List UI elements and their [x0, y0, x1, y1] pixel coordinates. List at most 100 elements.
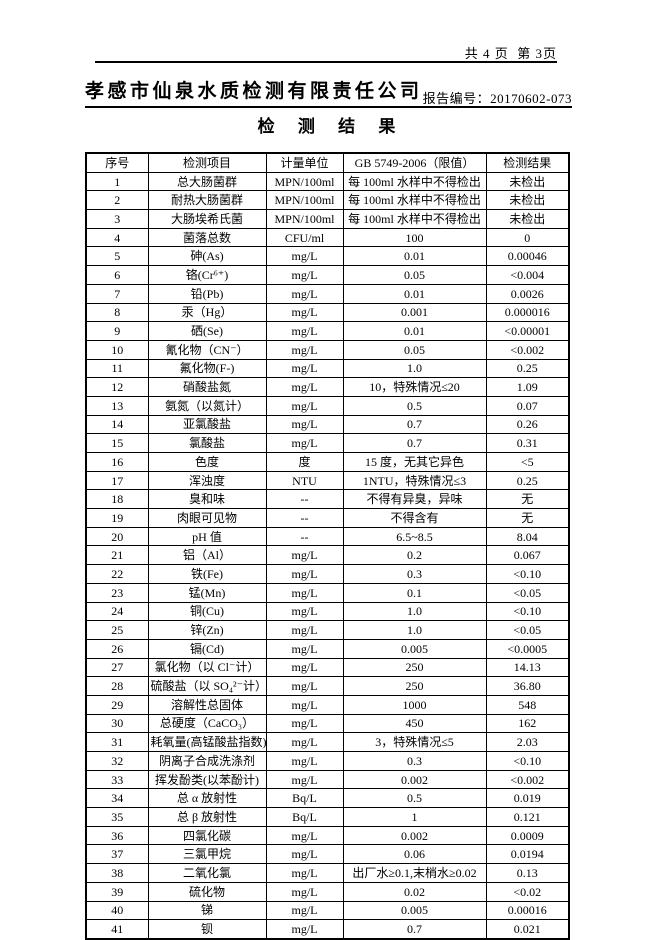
- cell-item: 色度: [147, 452, 267, 472]
- cell-unit: mg/L: [265, 844, 344, 865]
- cell-unit: MPN/100ml: [265, 209, 344, 229]
- cell-no: 13: [85, 395, 149, 416]
- cell-no: 15: [85, 433, 149, 453]
- cell-limit: 0.05: [342, 339, 487, 360]
- table-row: 3 大肠埃希氏菌 MPN/100ml 每 100ml 水样中不得检出 未检出: [85, 209, 570, 229]
- table-row: 31 耗氧量(高锰酸盐指数) mg/L 3，特殊情况≤5 2.03: [85, 732, 570, 752]
- cell-result: 1.09: [485, 377, 570, 397]
- cell-item: 总硬度（CaCO₃）: [147, 713, 267, 734]
- cell-unit: mg/L: [265, 246, 344, 267]
- cell-unit: MPN/100ml: [265, 171, 344, 192]
- table-row: 11 氟化物(F-) mg/L 1.0 0.25: [85, 358, 570, 379]
- cell-limit: 0.7: [342, 433, 487, 453]
- cell-unit: mg/L: [265, 732, 344, 752]
- cell-unit: mg/L: [265, 769, 344, 790]
- cell-item: 大肠埃希氏菌: [147, 209, 267, 229]
- table-row: 9 硒(Se) mg/L 0.01 <0.00001: [85, 321, 570, 341]
- cell-result: <0.02: [485, 881, 570, 902]
- cell-item: 氯酸盐: [147, 433, 267, 453]
- table-row: 41 钡 mg/L 0.7 0.021: [85, 919, 570, 940]
- cell-no: 37: [85, 844, 149, 865]
- cell-unit: mg/L: [265, 694, 344, 715]
- cell-result: 0.25: [485, 358, 570, 379]
- cell-unit: mg/L: [265, 321, 344, 341]
- cell-result: 548: [485, 694, 570, 715]
- table-row: 18 臭和味 -- 不得有异臭，异味无: [85, 489, 570, 510]
- table-row: 23 锰(Mn) mg/L 0.1 <0.05: [85, 582, 570, 603]
- table-row: 12 硝酸盐氮 mg/L 10，特殊情况≤20 1.09: [85, 377, 570, 397]
- table-row: 32 阴离子合成洗涤剂 mg/L 0.3 <0.10: [85, 751, 570, 771]
- cell-limit: 0.3: [342, 564, 487, 584]
- cell-no: 4: [85, 227, 149, 248]
- table-row: 35 总 β 放射性 Bq/L 1 0.121: [85, 807, 570, 827]
- cell-limit: 0.3: [342, 751, 487, 771]
- cell-item: 总 β 放射性: [147, 807, 267, 827]
- cell-limit: 不得有异臭，异味: [342, 489, 487, 510]
- table-row: 19 肉眼可见物 -- 不得含有无: [85, 508, 570, 528]
- cell-no: 11: [85, 358, 149, 379]
- cell-result: 0.0026: [485, 283, 570, 304]
- cell-unit: mg/L: [265, 657, 344, 678]
- cell-no: 12: [85, 377, 149, 397]
- cell-limit: 0.01: [342, 321, 487, 341]
- cell-result: 无: [485, 508, 570, 528]
- table-row: 24 铜(Cu) mg/L 1.0 <0.10: [85, 601, 570, 622]
- cell-no: 16: [85, 452, 149, 472]
- cell-unit: mg/L: [265, 302, 344, 323]
- table-row: 6 铬(Cr⁶⁺) mg/L 0.05 <0.004: [85, 265, 570, 285]
- cell-item: 耗氧量(高锰酸盐指数): [147, 732, 267, 752]
- cell-unit: mg/L: [265, 395, 344, 416]
- cell-result: 0.021: [485, 919, 570, 940]
- cell-limit: 不得含有: [342, 508, 487, 528]
- cell-result: 0.00016: [485, 900, 570, 921]
- results-table-body: 1 总大肠菌群 MPN/100ml 每 100ml 水样中不得检出 未检出 2 耐热大肠菌群…: [85, 171, 570, 940]
- table-row: 10 氰化物（CN⁻） mg/L 0.05 <0.002: [85, 339, 570, 360]
- cell-result: <0.10: [485, 601, 570, 622]
- cell-no: 7: [85, 283, 149, 304]
- cell-no: 10: [85, 339, 149, 360]
- table-row: 20 pH 值 -- 6.5~8.5 8.04: [85, 526, 570, 547]
- cell-unit: mg/L: [265, 751, 344, 771]
- table-row: 13 氨氮（以氮计） mg/L 0.5 0.07: [85, 395, 570, 416]
- cell-result: 无: [485, 489, 570, 510]
- cell-item: 阴离子合成洗涤剂: [147, 751, 267, 771]
- table-row: 22 铁(Fe) mg/L 0.3 <0.10: [85, 564, 570, 584]
- cell-result: <5: [485, 452, 570, 472]
- cell-no: 14: [85, 414, 149, 435]
- cell-limit: 0.01: [342, 246, 487, 267]
- cell-no: 21: [85, 545, 149, 566]
- cell-result: 0.0194: [485, 844, 570, 865]
- cell-result: <0.004: [485, 265, 570, 285]
- cell-limit: 0.7: [342, 414, 487, 435]
- table-row: 1 总大肠菌群 MPN/100ml 每 100ml 水样中不得检出 未检出: [85, 171, 570, 192]
- cell-no: 18: [85, 489, 149, 510]
- cell-limit: 0.5: [342, 788, 487, 809]
- cell-limit: 0.7: [342, 919, 487, 940]
- cell-unit: mg/L: [265, 900, 344, 921]
- cell-result: 0.00046: [485, 246, 570, 267]
- cell-result: 0.121: [485, 807, 570, 827]
- cell-limit: 0.5: [342, 395, 487, 416]
- cell-limit: 0.2: [342, 545, 487, 566]
- page-number: 共 4 页 第 3页: [464, 46, 557, 61]
- col-header-result: 检测结果: [485, 152, 570, 173]
- cell-no: 5: [85, 246, 149, 267]
- cell-result: 14.13: [485, 657, 570, 678]
- cell-limit: 0.01: [342, 283, 487, 304]
- cell-unit: mg/L: [265, 414, 344, 435]
- company-name: 孝感市仙泉水质检测有限责任公司: [85, 81, 423, 102]
- col-header-limit: GB 5749-2006（限值）: [342, 152, 487, 173]
- cell-item: 二氧化氯: [147, 863, 267, 883]
- cell-item: 浑浊度: [147, 470, 267, 491]
- cell-item: 总 α 放射性: [147, 788, 267, 809]
- cell-result: 0.067: [485, 545, 570, 566]
- cell-no: 26: [85, 638, 149, 659]
- cell-limit: 1.0: [342, 601, 487, 622]
- cell-unit: --: [265, 489, 344, 510]
- cell-unit: mg/L: [265, 713, 344, 734]
- cell-no: 28: [85, 676, 149, 696]
- table-row: 25 锌(Zn) mg/L 1.0 <0.05: [85, 620, 570, 640]
- cell-result: <0.10: [485, 564, 570, 584]
- col-header-unit: 计量单位: [265, 152, 344, 173]
